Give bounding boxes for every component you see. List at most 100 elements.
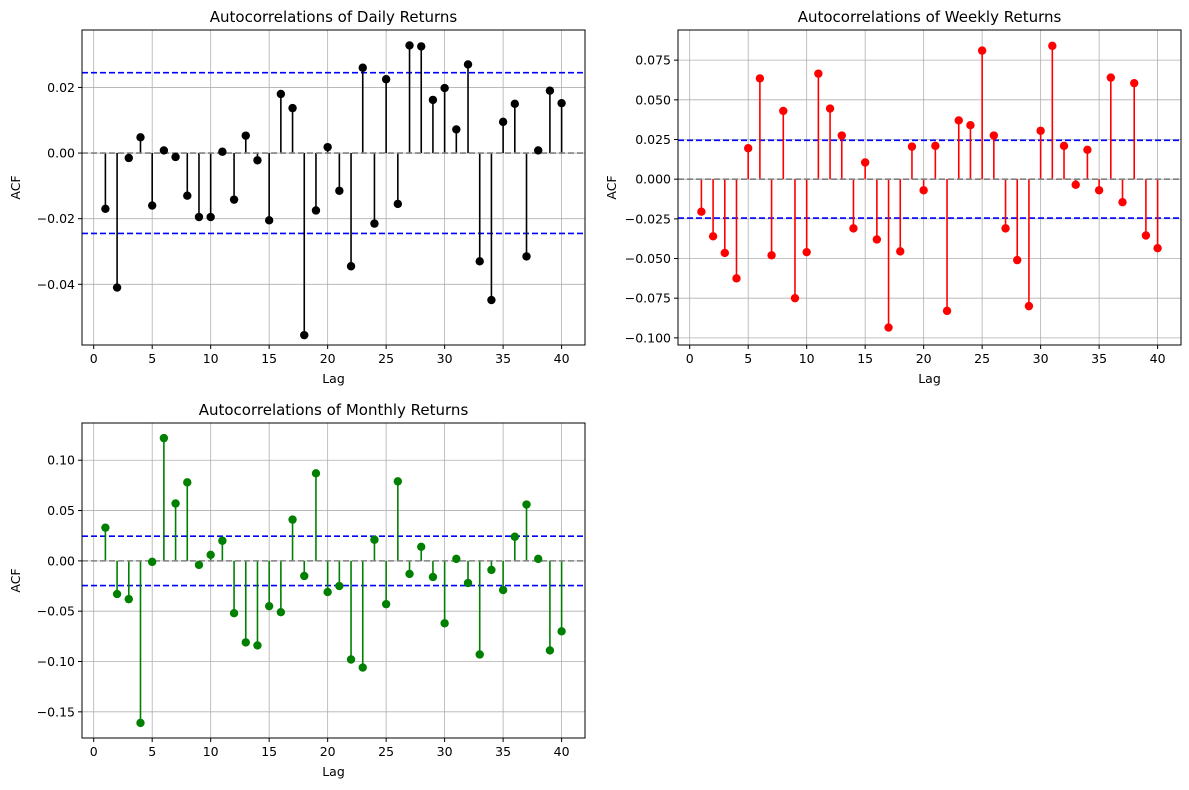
chart-2-marker bbox=[428, 572, 438, 582]
chart-2-marker bbox=[463, 578, 473, 588]
chart-2-x-tick-label: 40 bbox=[554, 744, 570, 759]
chart-2-marker bbox=[112, 589, 122, 599]
chart-1-y-tick-label: 0.075 bbox=[635, 53, 671, 68]
chart-0-marker bbox=[475, 257, 484, 266]
chart-0-marker bbox=[136, 133, 145, 142]
chart-2-marker bbox=[393, 477, 403, 486]
chart-1-x-tick-label: 15 bbox=[857, 351, 873, 366]
chart-2-marker bbox=[229, 609, 239, 618]
chart-1-marker bbox=[966, 121, 975, 130]
chart-1-x-tick-label: 35 bbox=[1091, 351, 1107, 366]
chart-1-marker bbox=[1013, 255, 1022, 265]
chart-1-marker bbox=[708, 232, 718, 241]
chart-0-marker bbox=[229, 195, 239, 204]
chart-0-marker bbox=[522, 252, 531, 261]
chart-2-marker bbox=[510, 532, 520, 541]
chart-0-x-tick-label: 0 bbox=[90, 351, 98, 366]
chart-1-x-tick-label: 5 bbox=[744, 351, 752, 366]
chart-0-y-tick-label: 0.02 bbox=[47, 80, 75, 95]
chart-0-x-tick-label: 35 bbox=[495, 351, 511, 366]
chart-2-marker bbox=[323, 587, 332, 597]
chart-2-x-tick-label: 15 bbox=[261, 744, 277, 759]
chart-2-marker bbox=[147, 557, 157, 567]
chart-2-x-tick-label: 0 bbox=[90, 744, 98, 759]
chart-1-marker bbox=[977, 46, 987, 55]
chart-2-xlabel: Lag bbox=[322, 764, 345, 779]
chart-2-marker bbox=[311, 469, 321, 478]
chart-0-marker bbox=[358, 63, 367, 72]
chart-2-marker bbox=[346, 655, 356, 664]
chart-2-marker bbox=[241, 638, 250, 647]
chart-2-y-tick-label: −0.05 bbox=[37, 604, 75, 619]
chart-0-marker bbox=[557, 98, 566, 108]
chart-2-marker bbox=[452, 554, 461, 564]
chart-0-marker bbox=[206, 212, 215, 222]
chart-2-title: Autocorrelations of Monthly Returns bbox=[199, 401, 469, 419]
chart-0-panel: 0 5 10 15 20 25 30 35 40 −0.04 −0.02 0.00 0.02 Autoco… bbox=[8, 8, 586, 386]
chart-0-x-tick-label: 40 bbox=[554, 351, 570, 366]
chart-1-marker bbox=[732, 274, 741, 283]
chart-1-xlabel: Lag bbox=[918, 371, 941, 386]
chart-1-x-tick-label: 30 bbox=[1033, 351, 1049, 366]
chart-2-y-tick-label: −0.10 bbox=[37, 654, 75, 669]
chart-2-marker bbox=[124, 594, 133, 604]
chart-2-marker bbox=[534, 554, 543, 564]
chart-0-marker bbox=[510, 99, 520, 109]
chart-2-y-tick-label: 0.00 bbox=[47, 553, 75, 568]
chart-2-marker bbox=[358, 663, 367, 672]
chart-2-x-tick-label: 10 bbox=[203, 744, 219, 759]
chart-0-x-tick-label: 30 bbox=[437, 351, 453, 366]
chart-1-x-tick-label: 20 bbox=[916, 351, 932, 366]
chart-2-marker bbox=[417, 542, 426, 551]
chart-1-marker bbox=[954, 116, 963, 125]
chart-2-frame bbox=[81, 422, 586, 739]
chart-1-marker bbox=[1024, 301, 1034, 311]
chart-0-marker bbox=[463, 60, 473, 69]
chart-2-marker bbox=[475, 650, 484, 659]
chart-1-marker bbox=[1153, 243, 1162, 253]
chart-1-marker bbox=[1048, 41, 1057, 51]
chart-2-marker bbox=[487, 565, 496, 575]
chart-1-y-tick-label: 0.000 bbox=[635, 172, 671, 187]
chart-2-marker bbox=[218, 536, 227, 545]
chart-1-marker bbox=[1071, 180, 1080, 189]
chart-1-marker bbox=[942, 306, 952, 316]
chart-0-marker bbox=[264, 216, 274, 225]
chart-2-marker bbox=[276, 608, 286, 617]
chart-2-marker bbox=[381, 599, 391, 609]
chart-0-marker bbox=[346, 262, 356, 271]
chart-0-marker bbox=[393, 199, 403, 209]
chart-0-x-tick-label: 15 bbox=[261, 351, 277, 366]
chart-2-marker bbox=[206, 550, 215, 560]
chart-1-y-tick-label: −0.025 bbox=[625, 211, 671, 226]
chart-0-marker bbox=[323, 142, 332, 152]
chart-2-marker bbox=[440, 619, 449, 628]
chart-1-y-tick-label: 0.050 bbox=[635, 92, 671, 107]
chart-0-marker bbox=[335, 186, 344, 195]
chart-0-marker bbox=[534, 146, 543, 155]
chart-1-marker bbox=[931, 141, 940, 151]
chart-1-marker bbox=[989, 131, 999, 140]
chart-0-x-tick-label: 10 bbox=[203, 351, 219, 366]
chart-0-marker bbox=[171, 152, 180, 162]
chart-1-panel: 0 5 10 15 20 25 30 35 40 −0.100 −0.075 −0.050 −0.025… bbox=[604, 8, 1182, 386]
chart-0-marker bbox=[452, 125, 461, 134]
chart-1-marker bbox=[779, 106, 788, 116]
chart-1-marker bbox=[1130, 78, 1139, 88]
chart-2-marker bbox=[253, 641, 262, 650]
chart-1-x-tick-label: 25 bbox=[974, 351, 990, 366]
chart-0-y-tick-label: −0.04 bbox=[37, 277, 75, 292]
chart-2-marker bbox=[183, 478, 192, 487]
chart-1-marker bbox=[907, 142, 917, 151]
chart-0-marker bbox=[381, 75, 391, 84]
chart-0-marker bbox=[218, 147, 227, 156]
chart-0-frame bbox=[81, 29, 586, 346]
chart-0-marker bbox=[417, 42, 426, 51]
chart-2-panel: 0 5 10 15 20 25 30 35 40 −0.15 −0.10 −0.05 0.00 0.05 0… bbox=[8, 401, 586, 779]
chart-0-ylabel: ACF bbox=[8, 175, 23, 199]
chart-2-marker bbox=[545, 646, 555, 655]
chart-2-marker bbox=[101, 523, 110, 532]
chart-0-marker bbox=[487, 295, 496, 305]
chart-1-marker bbox=[1001, 224, 1010, 233]
